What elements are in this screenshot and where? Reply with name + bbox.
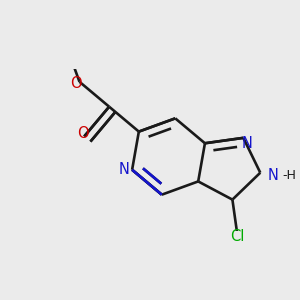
- Text: N: N: [268, 167, 279, 182]
- Text: N: N: [241, 136, 252, 152]
- Text: O: O: [70, 76, 82, 91]
- Text: O: O: [77, 126, 88, 141]
- Text: N: N: [118, 162, 129, 177]
- Text: Cl: Cl: [230, 229, 245, 244]
- Text: -H: -H: [283, 169, 297, 182]
